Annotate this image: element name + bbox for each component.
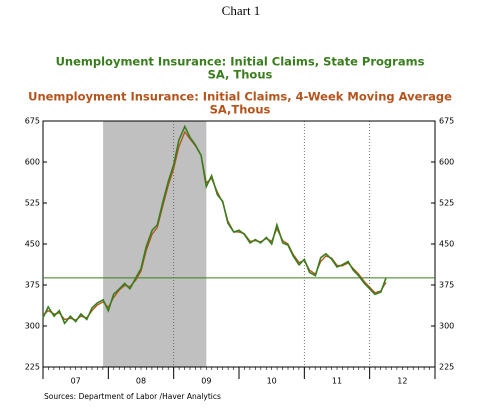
series-title: SA, Thous	[208, 68, 273, 82]
y-tick-label: 450	[25, 240, 40, 249]
x-tick-label: 08	[136, 377, 146, 386]
series-line	[42, 130, 387, 321]
y2-tick-label: 375	[439, 281, 454, 290]
x-tick-label: 07	[71, 377, 81, 386]
x-tick-label: 09	[201, 377, 211, 386]
y2-tick-label: 300	[439, 322, 454, 331]
x-tick-label: 12	[397, 377, 407, 386]
recession-shade	[103, 121, 207, 367]
y-tick-label: 375	[25, 281, 40, 290]
y-tick-label: 525	[25, 199, 40, 208]
series-title: Unemployment Insurance: Initial Claims, …	[56, 55, 425, 69]
y-tick-label: 225	[25, 363, 40, 372]
x-tick-label: 10	[267, 377, 277, 386]
y2-tick-label: 675	[439, 117, 454, 126]
y2-tick-label: 450	[439, 240, 454, 249]
y2-tick-label: 225	[439, 363, 454, 372]
y-tick-label: 600	[25, 158, 40, 167]
y2-tick-label: 525	[439, 199, 454, 208]
y-tick-label: 300	[25, 322, 40, 331]
source: Sources: Department of Labor /Haver Anal…	[44, 392, 221, 401]
y-tick-label: 675	[25, 117, 40, 126]
series-title: Unemployment Insurance: Initial Claims, …	[28, 90, 452, 104]
plot-frame	[42, 120, 436, 368]
chart-title: Chart 1	[222, 3, 261, 18]
series-title: SA,Thous	[210, 103, 271, 117]
series-line	[42, 124, 387, 325]
x-tick-label: 11	[332, 377, 342, 386]
y2-tick-label: 600	[439, 158, 454, 167]
